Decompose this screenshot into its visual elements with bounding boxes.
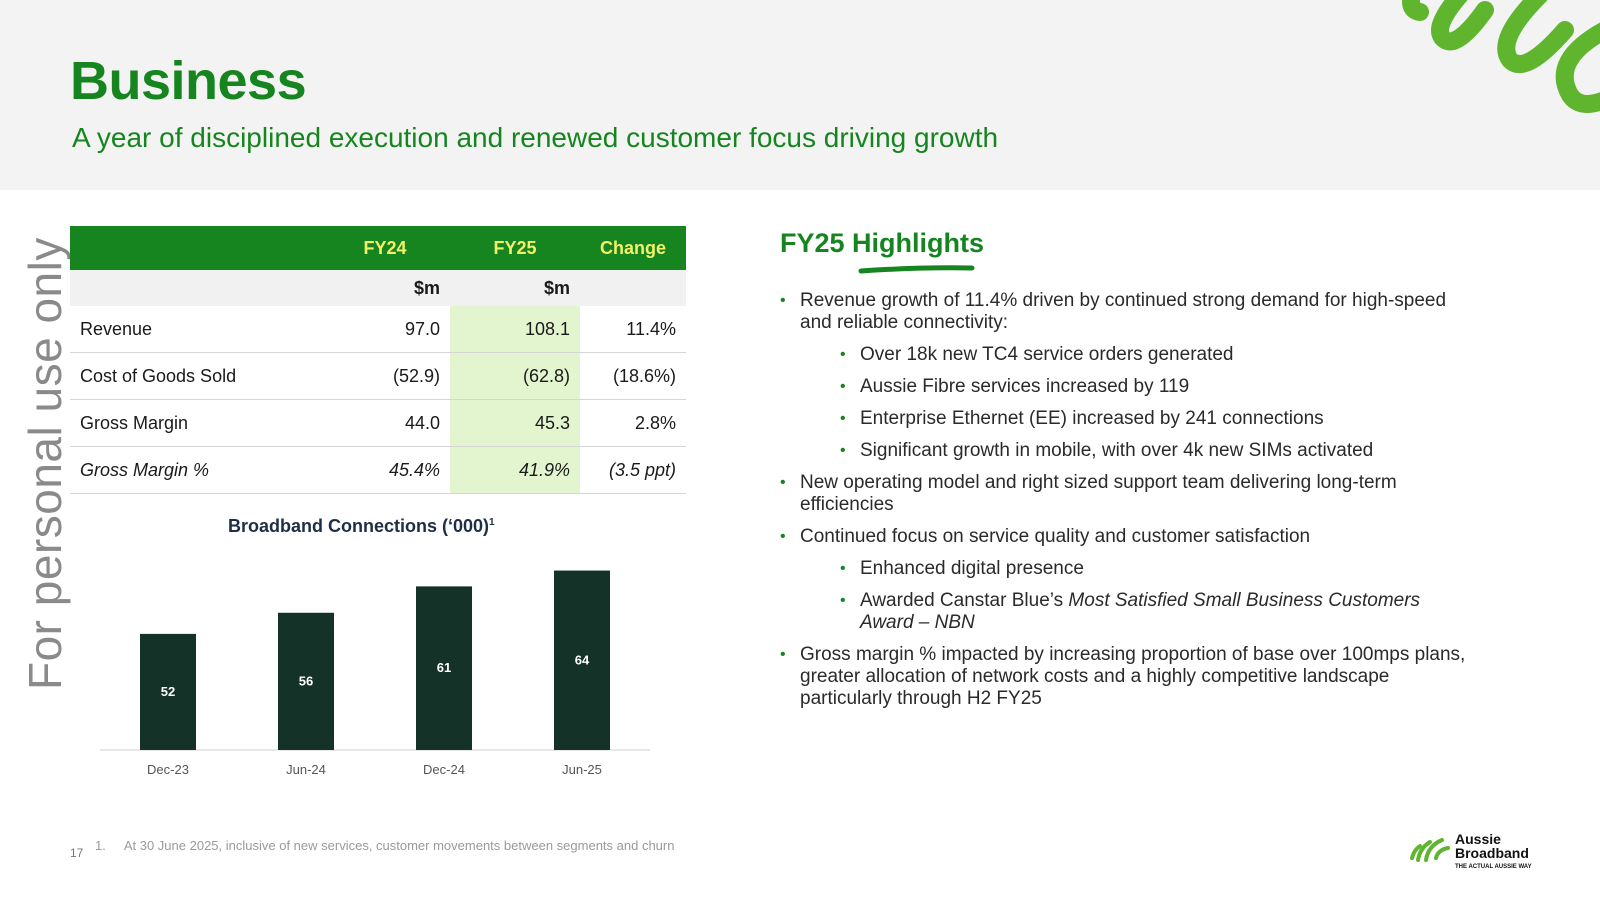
list-item: Aussie Fibre services increased by 119 [840, 376, 1470, 398]
chart-title-text: Broadband Connections (‘000) [228, 516, 490, 536]
list-item: Over 18k new TC4 service orders generate… [840, 344, 1470, 366]
footnote-text: At 30 June 2025, inclusive of new servic… [123, 838, 675, 853]
header-fy25: FY25 [450, 226, 580, 270]
row-label: Cost of Goods Sold [70, 352, 320, 400]
table-units-row: $m $m [70, 270, 686, 306]
page-title: Business [70, 51, 307, 111]
list-item: Significant growth in mobile, with over … [840, 440, 1470, 462]
bullet-italic-text: Most Satisfied Small Business Customers … [860, 590, 1421, 633]
highlights-title: FY25 Highlights [780, 228, 985, 258]
brand-logo: Aussie Broadband THE ACTUAL AUSSIE WAY [1408, 830, 1548, 876]
cell-fy25: 41.9% [450, 446, 580, 494]
highlights-underline-icon [858, 265, 975, 274]
bullet-text: Significant growth in mobile, with over … [860, 440, 1374, 461]
list-item: Enterprise Ethernet (EE) increased by 24… [840, 408, 1470, 430]
units-label [70, 270, 320, 306]
corner-logo-icon [1402, 0, 1600, 113]
bullet-text: Over 18k new TC4 service orders generate… [860, 344, 1234, 365]
footnote-number: 1. [95, 838, 106, 853]
list-item: Continued focus on service quality and c… [780, 526, 1470, 548]
x-tick-label-Jun-24: Jun-24 [286, 762, 326, 777]
list-item: Awarded Canstar Blue’s Most Satisfied Sm… [840, 590, 1470, 634]
brand-name-line1: Aussie [1455, 831, 1501, 847]
bullet-text: New operating model and right sized supp… [800, 472, 1397, 515]
header-band [0, 0, 1600, 190]
units-fy25: $m [450, 270, 580, 306]
bullet-text: Revenue growth of 11.4% driven by contin… [800, 290, 1447, 333]
cell-change: 11.4% [580, 306, 686, 353]
brand-tagline: THE ACTUAL AUSSIE WAY [1455, 864, 1532, 870]
units-fy24: $m [320, 270, 450, 306]
table-row: Revenue 97.0 108.1 11.4% [70, 306, 686, 353]
row-label: Revenue [70, 306, 320, 353]
data-label-Jun-25: 64 [575, 652, 590, 667]
header-change: Change [580, 226, 686, 270]
watermark-text: For personal use only [19, 237, 71, 690]
list-item: Gross margin % impacted by increasing pr… [780, 644, 1470, 710]
brand-swirl-icon [1410, 838, 1450, 862]
x-tick-label-Dec-24: Dec-24 [423, 762, 465, 777]
row-label: Gross Margin [70, 399, 320, 447]
financial-table: FY24 FY25 Change $m $m Revenue 97.0 108.… [70, 226, 686, 494]
cell-change: (3.5 ppt) [580, 446, 686, 494]
cell-fy25: (62.8) [450, 352, 580, 400]
bullet-text: Enterprise Ethernet (EE) increased by 24… [860, 408, 1324, 429]
bar-Jun-25 [554, 570, 610, 750]
bullet-text: Continued focus on service quality and c… [800, 526, 1311, 547]
table-header-row: FY24 FY25 Change [70, 226, 686, 270]
list-item: Enhanced digital presence [840, 558, 1470, 580]
bar-Dec-24 [416, 586, 472, 750]
x-tick-label-Jun-25: Jun-25 [562, 762, 602, 777]
highlights-list: Revenue growth of 11.4% driven by contin… [780, 290, 1470, 720]
row-label: Gross Margin % [70, 446, 320, 494]
cell-fy25: 108.1 [450, 306, 580, 353]
page-subtitle: A year of disciplined execution and rene… [72, 122, 999, 153]
brand-name: Aussie Broadband [1455, 832, 1529, 860]
data-label-Dec-24: 61 [437, 660, 451, 675]
bullet-text: Awarded Canstar Blue’s [860, 590, 1069, 611]
table-row: Cost of Goods Sold (52.9) (62.8) (18.6%) [70, 352, 686, 400]
table-row: Gross Margin % 45.4% 41.9% (3.5 ppt) [70, 446, 686, 494]
chart-title-footnote: 1 [489, 517, 495, 528]
broadband-connections-chart: 52 Dec-23 56 Jun-24 61 Dec-24 64 Jun-25 [100, 570, 650, 777]
cell-fy25: 45.3 [450, 399, 580, 447]
bar-Dec-23 [140, 633, 196, 750]
table-row: Gross Margin 44.0 45.3 2.8% [70, 399, 686, 447]
list-item: Revenue growth of 11.4% driven by contin… [780, 290, 1470, 334]
cell-fy24: 44.0 [320, 399, 450, 447]
page-number: 17 [70, 846, 84, 860]
chart-title: Broadband Connections (‘000)1 [228, 516, 495, 537]
header-label-cell [70, 226, 320, 270]
cell-fy24: (52.9) [320, 352, 450, 400]
bullet-text: Aussie Fibre services increased by 119 [860, 376, 1190, 397]
bar-Jun-24 [278, 612, 334, 750]
cell-change: 2.8% [580, 399, 686, 447]
bullet-text: Gross margin % impacted by increasing pr… [800, 644, 1466, 709]
list-item: New operating model and right sized supp… [780, 472, 1470, 516]
cell-change: (18.6%) [580, 352, 686, 400]
x-tick-label-Dec-23: Dec-23 [147, 762, 189, 777]
brand-name-line2: Broadband [1455, 845, 1529, 861]
footnote: 1. At 30 June 2025, inclusive of new serv… [95, 838, 674, 853]
cell-fy24: 45.4% [320, 446, 450, 494]
units-change [580, 270, 686, 306]
data-label-Dec-23: 52 [161, 684, 175, 699]
cell-fy24: 97.0 [320, 306, 450, 353]
bullet-text: Enhanced digital presence [860, 558, 1084, 579]
data-label-Jun-24: 56 [299, 673, 313, 688]
header-fy24: FY24 [320, 226, 450, 270]
